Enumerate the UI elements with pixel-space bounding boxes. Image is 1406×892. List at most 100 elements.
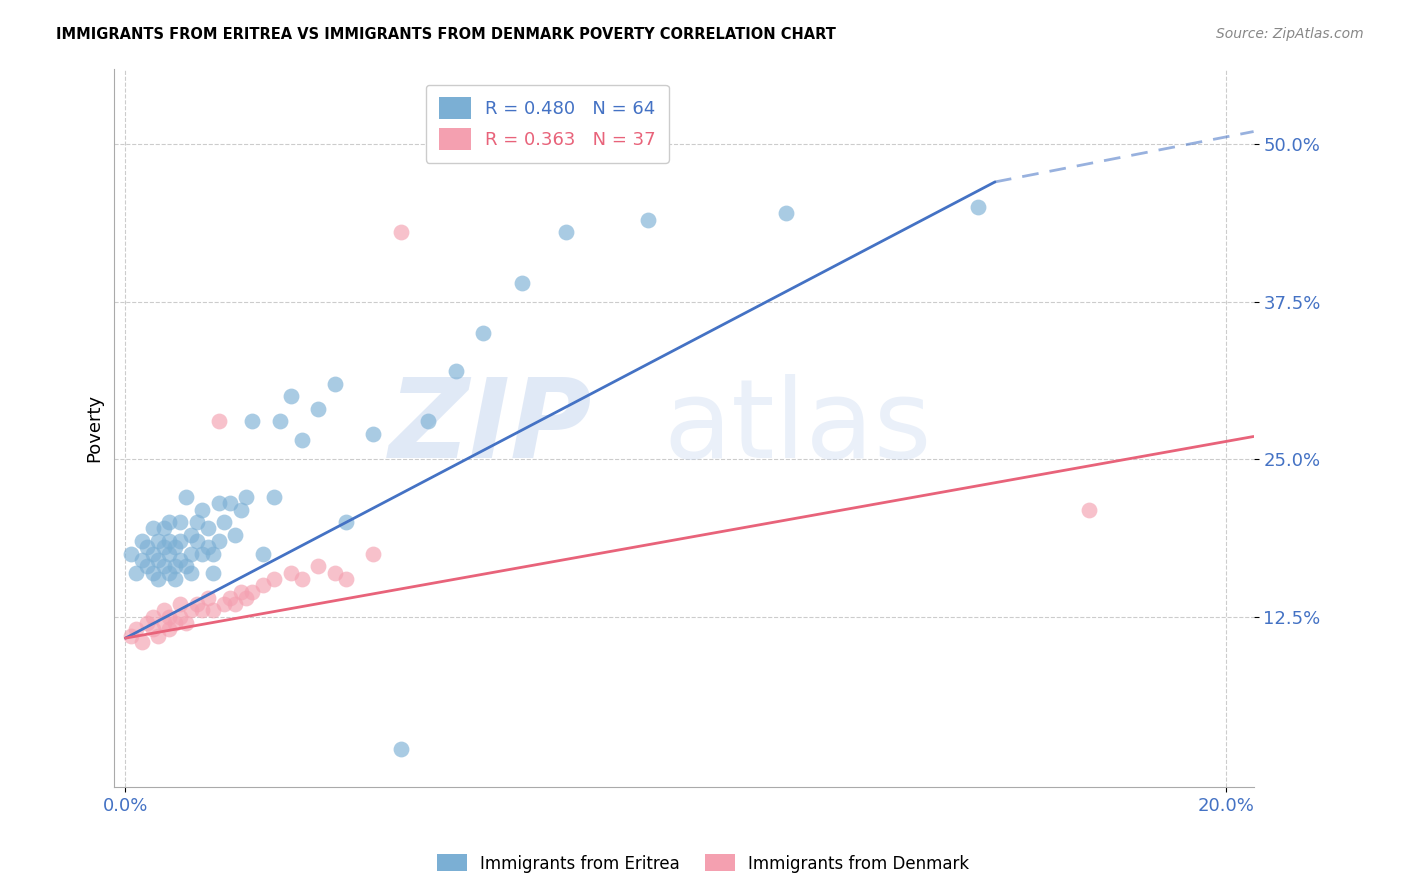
Point bbox=[142, 623, 165, 637]
Point bbox=[637, 212, 659, 227]
Point bbox=[125, 566, 148, 580]
Point bbox=[269, 414, 291, 428]
Y-axis label: Poverty: Poverty bbox=[86, 393, 103, 462]
Point bbox=[197, 591, 219, 605]
Point bbox=[240, 414, 263, 428]
Point bbox=[554, 225, 576, 239]
Point bbox=[197, 541, 219, 555]
Point bbox=[142, 547, 165, 561]
Point bbox=[510, 276, 533, 290]
Point bbox=[186, 515, 208, 529]
Point bbox=[389, 742, 412, 756]
Point bbox=[148, 553, 170, 567]
Point bbox=[235, 591, 257, 605]
Point bbox=[180, 566, 202, 580]
Point bbox=[180, 528, 202, 542]
Point bbox=[229, 584, 252, 599]
Legend: R = 0.480   N = 64, R = 0.363   N = 37: R = 0.480 N = 64, R = 0.363 N = 37 bbox=[426, 85, 669, 163]
Point bbox=[197, 521, 219, 535]
Point bbox=[323, 376, 346, 391]
Point bbox=[191, 502, 214, 516]
Point bbox=[169, 534, 191, 549]
Point bbox=[148, 534, 170, 549]
Point bbox=[169, 609, 191, 624]
Point bbox=[323, 566, 346, 580]
Point bbox=[202, 547, 225, 561]
Point bbox=[335, 572, 357, 586]
Point bbox=[214, 597, 236, 611]
Point bbox=[180, 603, 202, 617]
Point bbox=[153, 541, 176, 555]
Point bbox=[416, 414, 439, 428]
Point bbox=[148, 629, 170, 643]
Point bbox=[335, 515, 357, 529]
Point bbox=[186, 597, 208, 611]
Point bbox=[120, 547, 142, 561]
Point bbox=[219, 496, 242, 510]
Point bbox=[263, 490, 285, 504]
Point bbox=[174, 559, 197, 574]
Point bbox=[444, 364, 467, 378]
Point bbox=[224, 528, 246, 542]
Point bbox=[159, 566, 181, 580]
Point bbox=[280, 566, 302, 580]
Point bbox=[229, 502, 252, 516]
Text: IMMIGRANTS FROM ERITREA VS IMMIGRANTS FROM DENMARK POVERTY CORRELATION CHART: IMMIGRANTS FROM ERITREA VS IMMIGRANTS FR… bbox=[56, 27, 837, 42]
Point bbox=[307, 401, 329, 416]
Point bbox=[208, 414, 231, 428]
Point bbox=[131, 635, 153, 649]
Point bbox=[120, 629, 142, 643]
Point bbox=[163, 615, 186, 630]
Point bbox=[202, 566, 225, 580]
Point bbox=[142, 566, 165, 580]
Point bbox=[307, 559, 329, 574]
Point bbox=[169, 553, 191, 567]
Point bbox=[252, 547, 274, 561]
Point bbox=[159, 515, 181, 529]
Point bbox=[191, 547, 214, 561]
Point bbox=[153, 521, 176, 535]
Point bbox=[219, 591, 242, 605]
Point bbox=[252, 578, 274, 592]
Point bbox=[136, 541, 159, 555]
Point bbox=[202, 603, 225, 617]
Point bbox=[136, 615, 159, 630]
Text: Source: ZipAtlas.com: Source: ZipAtlas.com bbox=[1216, 27, 1364, 41]
Point bbox=[159, 623, 181, 637]
Point bbox=[159, 534, 181, 549]
Point bbox=[163, 572, 186, 586]
Point bbox=[208, 496, 231, 510]
Text: atlas: atlas bbox=[664, 374, 932, 481]
Point bbox=[290, 434, 312, 448]
Point bbox=[240, 584, 263, 599]
Point bbox=[174, 490, 197, 504]
Point bbox=[290, 572, 312, 586]
Point bbox=[361, 547, 384, 561]
Point bbox=[136, 559, 159, 574]
Point bbox=[142, 521, 165, 535]
Point bbox=[186, 534, 208, 549]
Point bbox=[967, 200, 990, 214]
Legend: Immigrants from Eritrea, Immigrants from Denmark: Immigrants from Eritrea, Immigrants from… bbox=[430, 847, 976, 880]
Point bbox=[163, 559, 186, 574]
Point bbox=[159, 609, 181, 624]
Point bbox=[472, 326, 495, 341]
Point bbox=[153, 559, 176, 574]
Point bbox=[131, 534, 153, 549]
Point bbox=[153, 603, 176, 617]
Point bbox=[224, 597, 246, 611]
Point bbox=[148, 572, 170, 586]
Point bbox=[174, 615, 197, 630]
Point bbox=[180, 547, 202, 561]
Point bbox=[125, 623, 148, 637]
Point bbox=[775, 206, 797, 220]
Point bbox=[169, 597, 191, 611]
Point bbox=[169, 515, 191, 529]
Point bbox=[163, 541, 186, 555]
Point bbox=[153, 615, 176, 630]
Point bbox=[1077, 502, 1099, 516]
Point bbox=[389, 225, 412, 239]
Point bbox=[142, 609, 165, 624]
Point bbox=[159, 547, 181, 561]
Point bbox=[235, 490, 257, 504]
